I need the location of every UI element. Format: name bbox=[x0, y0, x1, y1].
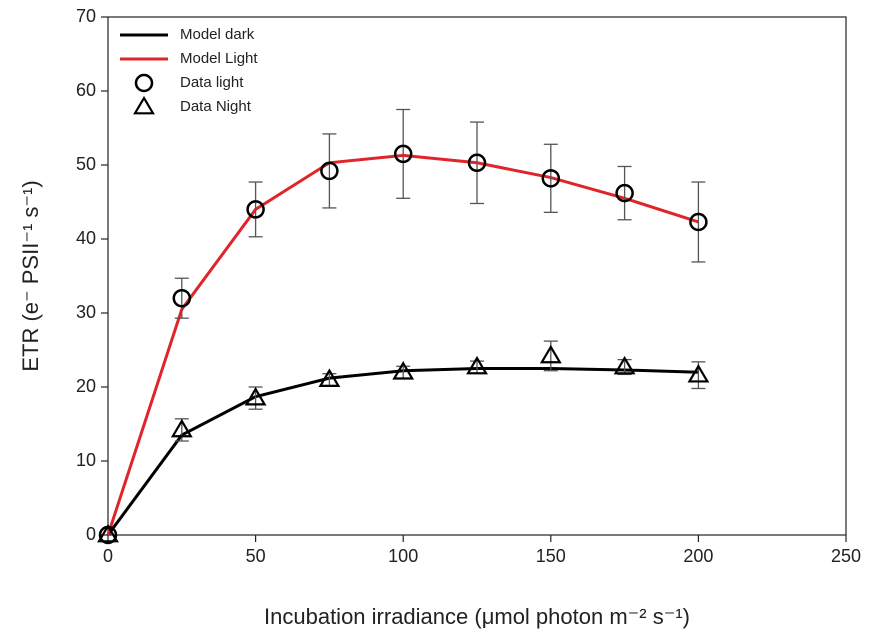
legend-label: Model dark bbox=[180, 26, 255, 43]
plot-frame bbox=[107, 16, 847, 536]
data-point bbox=[320, 161, 339, 181]
data-point bbox=[246, 200, 265, 219]
error-bar bbox=[617, 165, 632, 221]
x-tick-label: 250 bbox=[831, 546, 861, 566]
x-axis-label: Incubation irradiance (μmol photon m⁻² s… bbox=[264, 604, 690, 629]
data-point bbox=[172, 288, 192, 308]
error-bar bbox=[174, 277, 189, 319]
data-point bbox=[687, 363, 710, 383]
y-tick-label: 30 bbox=[76, 302, 96, 322]
error-bar bbox=[396, 108, 411, 199]
x-tick-label: 0 bbox=[103, 546, 113, 566]
y-tick-label: 0 bbox=[86, 524, 96, 544]
legend-swatch bbox=[134, 73, 154, 93]
x-tick-label: 100 bbox=[388, 546, 418, 566]
data-point bbox=[539, 344, 562, 364]
model-line bbox=[106, 153, 699, 536]
legend-label: Model Light bbox=[180, 50, 258, 67]
y-tick-label: 40 bbox=[76, 228, 96, 248]
data-point bbox=[392, 361, 415, 380]
y-tick-label: 70 bbox=[76, 6, 96, 26]
data-point bbox=[170, 418, 193, 438]
data-point bbox=[318, 368, 341, 387]
legend-label: Data light bbox=[180, 74, 244, 91]
model-line bbox=[106, 367, 699, 536]
error-bar bbox=[248, 181, 263, 238]
y-tick-label: 50 bbox=[76, 154, 96, 174]
data-point bbox=[466, 355, 488, 375]
x-tick-label: 200 bbox=[683, 546, 713, 566]
y-axis-label: ETR (e⁻ PSII⁻¹ s⁻¹) bbox=[18, 180, 43, 371]
data-point bbox=[97, 523, 119, 543]
y-tick-label: 20 bbox=[76, 376, 96, 396]
error-bar bbox=[543, 143, 558, 214]
error-bar bbox=[470, 121, 484, 205]
data-point bbox=[689, 212, 708, 232]
data-point bbox=[613, 355, 636, 375]
x-tick-label: 50 bbox=[246, 546, 266, 566]
legend-label: Data Night bbox=[180, 98, 252, 115]
data-point bbox=[541, 169, 561, 188]
legend-swatch bbox=[133, 95, 155, 115]
y-tick-label: 10 bbox=[76, 450, 96, 470]
data-point bbox=[244, 386, 267, 406]
y-tick-label: 60 bbox=[76, 80, 96, 100]
x-tick-label: 150 bbox=[536, 546, 566, 566]
error-bar bbox=[691, 181, 706, 263]
data-point bbox=[467, 153, 487, 173]
error-bar bbox=[322, 133, 337, 209]
data-point bbox=[393, 144, 413, 164]
data-point bbox=[615, 183, 634, 203]
